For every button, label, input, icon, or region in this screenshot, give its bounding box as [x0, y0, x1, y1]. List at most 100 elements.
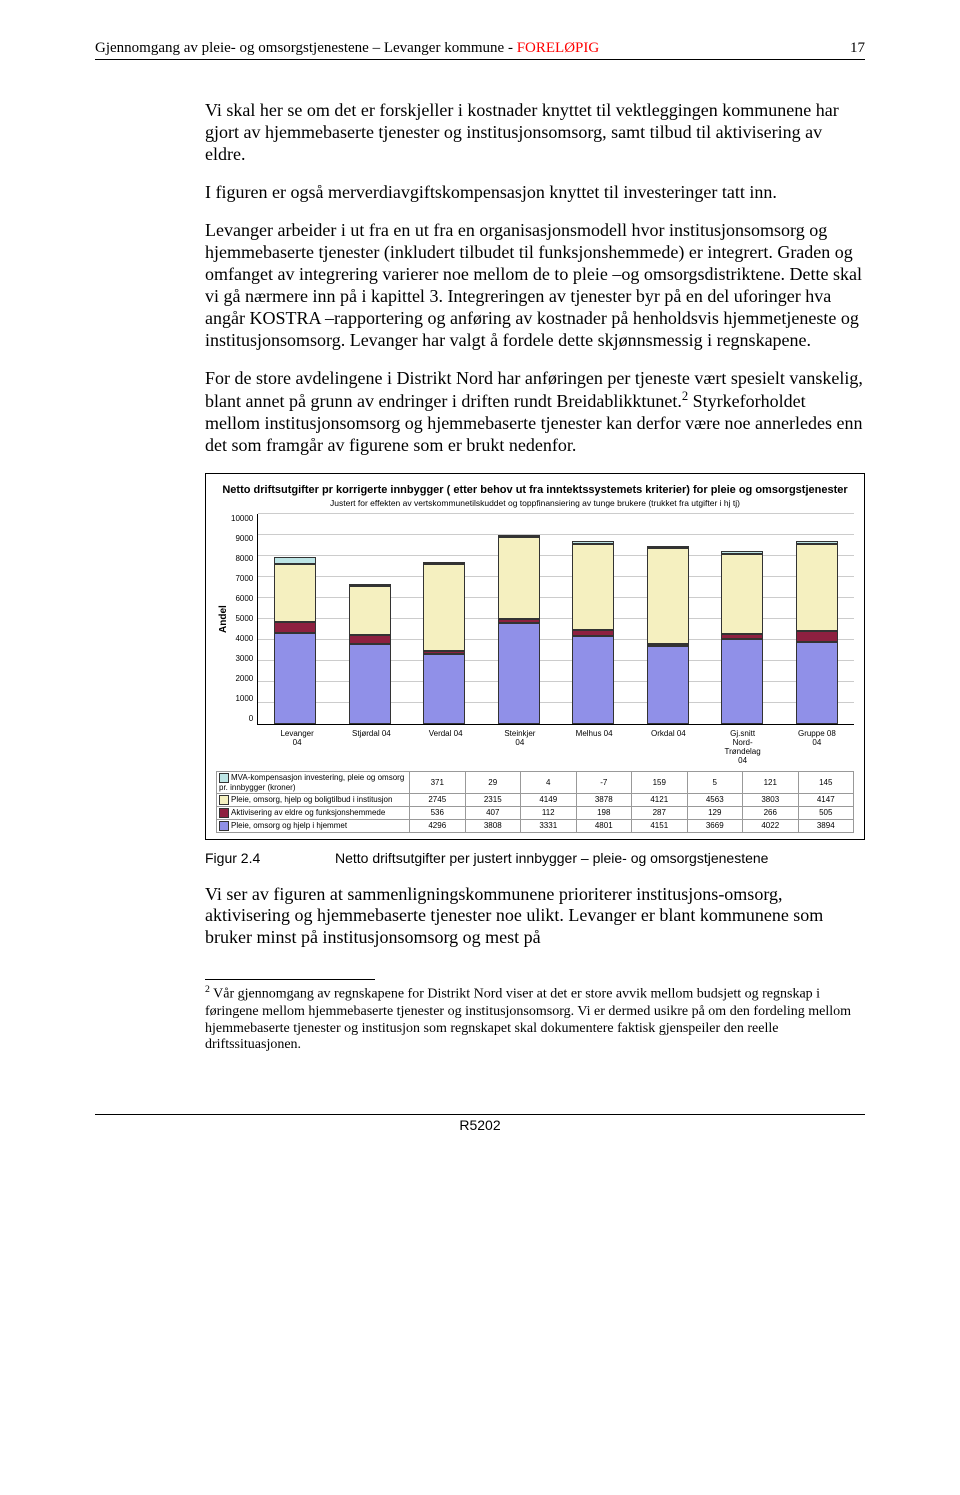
xtick: Steinkjer 04: [499, 729, 541, 765]
bar-segment: [498, 537, 540, 618]
bar-segment: [274, 622, 316, 633]
xtick: Levanger 04: [276, 729, 318, 765]
chart-plot: [257, 514, 854, 725]
bar-segment: [721, 554, 763, 634]
series-value: 5: [687, 771, 743, 793]
header-prelim: FORELØPIG: [517, 40, 600, 56]
footnote: 2 Vår gjennomgang av regnskapene for Dis…: [205, 984, 865, 1054]
xtick: Gj.snitt Nord-Trøndelag 04: [722, 729, 764, 765]
bar: [423, 562, 465, 723]
series-value: 3894: [798, 819, 854, 832]
ytick: 3000: [231, 654, 253, 663]
ytick: 8000: [231, 554, 253, 563]
series-value: 3808: [465, 819, 521, 832]
series-value: 4022: [743, 819, 799, 832]
ytick: 2000: [231, 674, 253, 683]
series-value: 129: [687, 806, 743, 819]
chart-data-table: MVA-kompensasjon investering, pleie og o…: [216, 771, 854, 833]
figure-text: Netto driftsutgifter per justert innbygg…: [335, 850, 768, 866]
bar: [647, 546, 689, 724]
bar-segment: [796, 544, 838, 631]
series-value: 407: [465, 806, 521, 819]
bar: [572, 541, 614, 724]
paragraph-2: I figuren er også merverdiavgiftskompens…: [205, 182, 865, 204]
series-value: 4147: [798, 793, 854, 806]
series-value: 4: [521, 771, 577, 793]
series-label: Pleie, omsorg og hjelp i hjemmet: [217, 819, 410, 832]
series-value: 112: [521, 806, 577, 819]
header-text: Gjennomgang av pleie- og omsorgstjeneste…: [95, 40, 517, 56]
bar-segment: [274, 564, 316, 622]
series-value: 536: [410, 806, 466, 819]
xtick: Gruppe 08 04: [796, 729, 838, 765]
ytick: 6000: [231, 594, 253, 603]
series-value: 4296: [410, 819, 466, 832]
bar-segment: [274, 557, 316, 565]
bar-segment: [721, 639, 763, 723]
series-value: 198: [576, 806, 632, 819]
series-value: 266: [743, 806, 799, 819]
series-value: 4563: [687, 793, 743, 806]
bar-segment: [349, 644, 391, 724]
series-value: 287: [632, 806, 688, 819]
bar: [274, 557, 316, 724]
series-value: 371: [410, 771, 466, 793]
series-value: 2315: [465, 793, 521, 806]
series-value: 3331: [521, 819, 577, 832]
series-value: 505: [798, 806, 854, 819]
bar-segment: [349, 635, 391, 644]
bar: [721, 551, 763, 723]
ytick: 7000: [231, 574, 253, 583]
chart-title: Netto driftsutgifter pr korrigerte innby…: [216, 484, 854, 497]
footnote-rule: [205, 979, 375, 980]
bar-segment: [349, 586, 391, 635]
series-label: Pleie, omsorg, hjelp og boligtilbud i in…: [217, 793, 410, 806]
series-value: 145: [798, 771, 854, 793]
bar-segment: [572, 544, 614, 631]
xtick: Verdal 04: [425, 729, 467, 765]
page-header: 17 Gjennomgang av pleie- og omsorgstjene…: [95, 40, 865, 57]
chart-yaxis: 1000090008000700060005000400030002000100…: [231, 514, 257, 724]
bar-segment: [498, 623, 540, 724]
series-value: -7: [576, 771, 632, 793]
series-value: 4151: [632, 819, 688, 832]
bar-segment: [647, 646, 689, 723]
bar-segment: [274, 633, 316, 723]
xtick: Stjørdal 04: [350, 729, 392, 765]
ytick: 10000: [231, 514, 253, 523]
header-rule: [95, 59, 865, 60]
series-value: 4121: [632, 793, 688, 806]
series-value: 4801: [576, 819, 632, 832]
bar-segment: [572, 636, 614, 723]
ytick: 5000: [231, 614, 253, 623]
series-value: 3669: [687, 819, 743, 832]
bar-segment: [796, 642, 838, 724]
xtick: Melhus 04: [573, 729, 615, 765]
bar: [796, 541, 838, 723]
series-value: 3803: [743, 793, 799, 806]
chart-container: Netto driftsutgifter pr korrigerte innby…: [205, 473, 865, 839]
page-number: 17: [850, 40, 865, 57]
chart-subtitle: Justert for effekten av vertskommunetils…: [216, 498, 854, 508]
paragraph-5: Vi ser av figuren at sammenligningskommu…: [205, 884, 865, 950]
footnote-text: Vår gjennomgang av regnskapene for Distr…: [205, 987, 851, 1052]
series-value: 121: [743, 771, 799, 793]
paragraph-3: Levanger arbeider i ut fra en ut fra en …: [205, 220, 865, 352]
ytick: 1000: [231, 694, 253, 703]
page-footer: R5202: [95, 1114, 865, 1133]
series-value: 3878: [576, 793, 632, 806]
series-label: MVA-kompensasjon investering, pleie og o…: [217, 771, 410, 793]
figure-number: Figur 2.4: [205, 850, 335, 866]
bar: [498, 535, 540, 723]
series-value: 29: [465, 771, 521, 793]
series-value: 4149: [521, 793, 577, 806]
series-value: 159: [632, 771, 688, 793]
series-value: 2745: [410, 793, 466, 806]
series-label: Aktivisering av eldre og funksjonshemmed…: [217, 806, 410, 819]
bar-segment: [647, 548, 689, 644]
bar-segment: [796, 631, 838, 642]
paragraph-4: For de store avdelingene i Distrikt Nord…: [205, 368, 865, 458]
paragraph-1: Vi skal her se om det er forskjeller i k…: [205, 100, 865, 166]
bar-segment: [423, 564, 465, 651]
bar-segment: [423, 654, 465, 724]
